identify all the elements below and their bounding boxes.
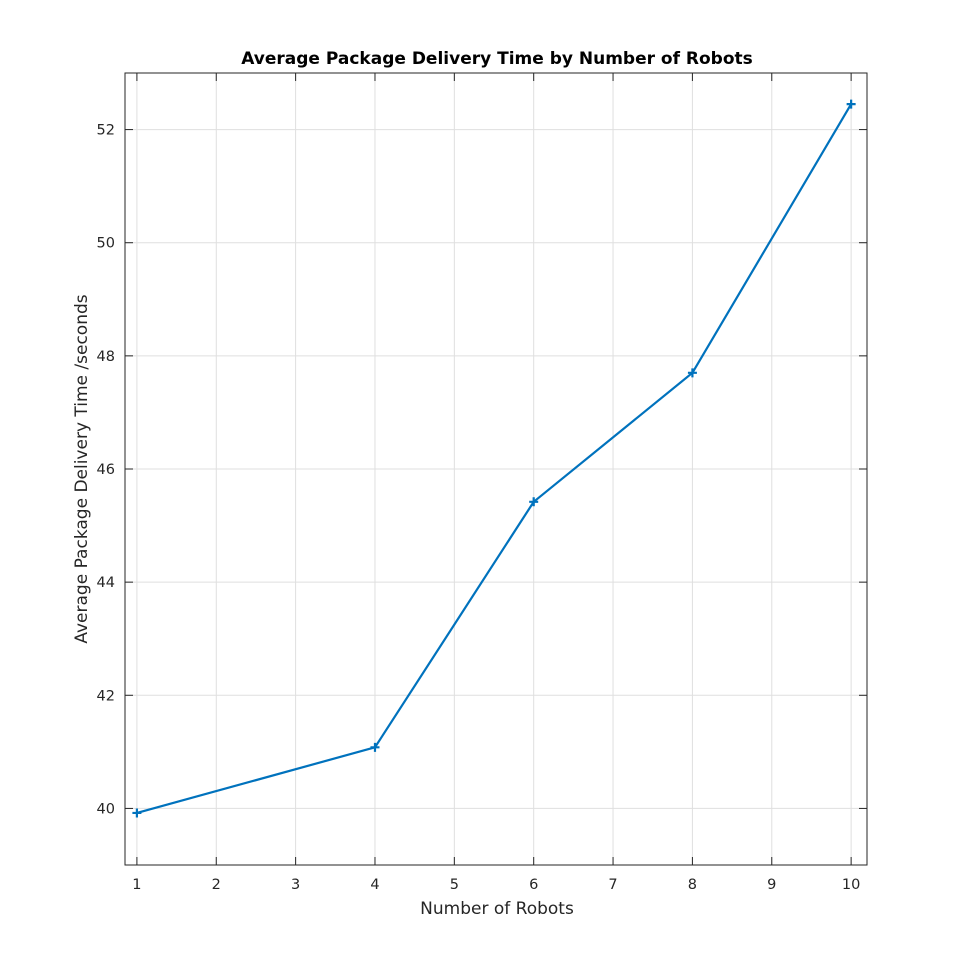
y-axis-label: Average Package Delivery Time /seconds — [72, 294, 92, 643]
axis-ticks — [125, 73, 867, 865]
data-point-marker — [846, 99, 856, 109]
x-tick-label: 8 — [688, 877, 697, 893]
x-tick-labels: 1 2 3 4 5 6 7 8 9 10 — [132, 877, 860, 893]
y-tick-label: 40 — [97, 801, 115, 817]
series-group — [132, 99, 856, 818]
x-tick-label: 6 — [529, 877, 538, 893]
x-tick-label: 3 — [291, 877, 300, 893]
x-tick-label: 4 — [370, 877, 379, 893]
x-axis-label: Number of Robots — [420, 899, 574, 919]
data-point-marker — [529, 497, 539, 507]
chart-title: Average Package Delivery Time by Number … — [241, 49, 753, 69]
x-tick-label: 10 — [842, 877, 860, 893]
grid — [125, 73, 867, 865]
y-tick-label: 46 — [97, 462, 115, 478]
y-tick-label: 52 — [97, 123, 115, 139]
data-point-marker — [132, 808, 142, 818]
x-tick-label: 1 — [132, 877, 141, 893]
y-tick-label: 50 — [97, 236, 115, 252]
x-tick-label: 7 — [608, 877, 617, 893]
data-point-marker — [370, 742, 380, 752]
data-point-marker — [687, 368, 697, 378]
y-tick-labels: 40 42 44 46 48 50 52 — [97, 123, 115, 818]
y-tick-label: 48 — [97, 349, 115, 365]
x-tick-label: 2 — [212, 877, 221, 893]
y-tick-label: 44 — [97, 575, 115, 591]
y-tick-label: 42 — [97, 688, 115, 704]
x-tick-label: 9 — [767, 877, 776, 893]
series-line — [136, 103, 853, 815]
x-tick-label: 5 — [450, 877, 459, 893]
